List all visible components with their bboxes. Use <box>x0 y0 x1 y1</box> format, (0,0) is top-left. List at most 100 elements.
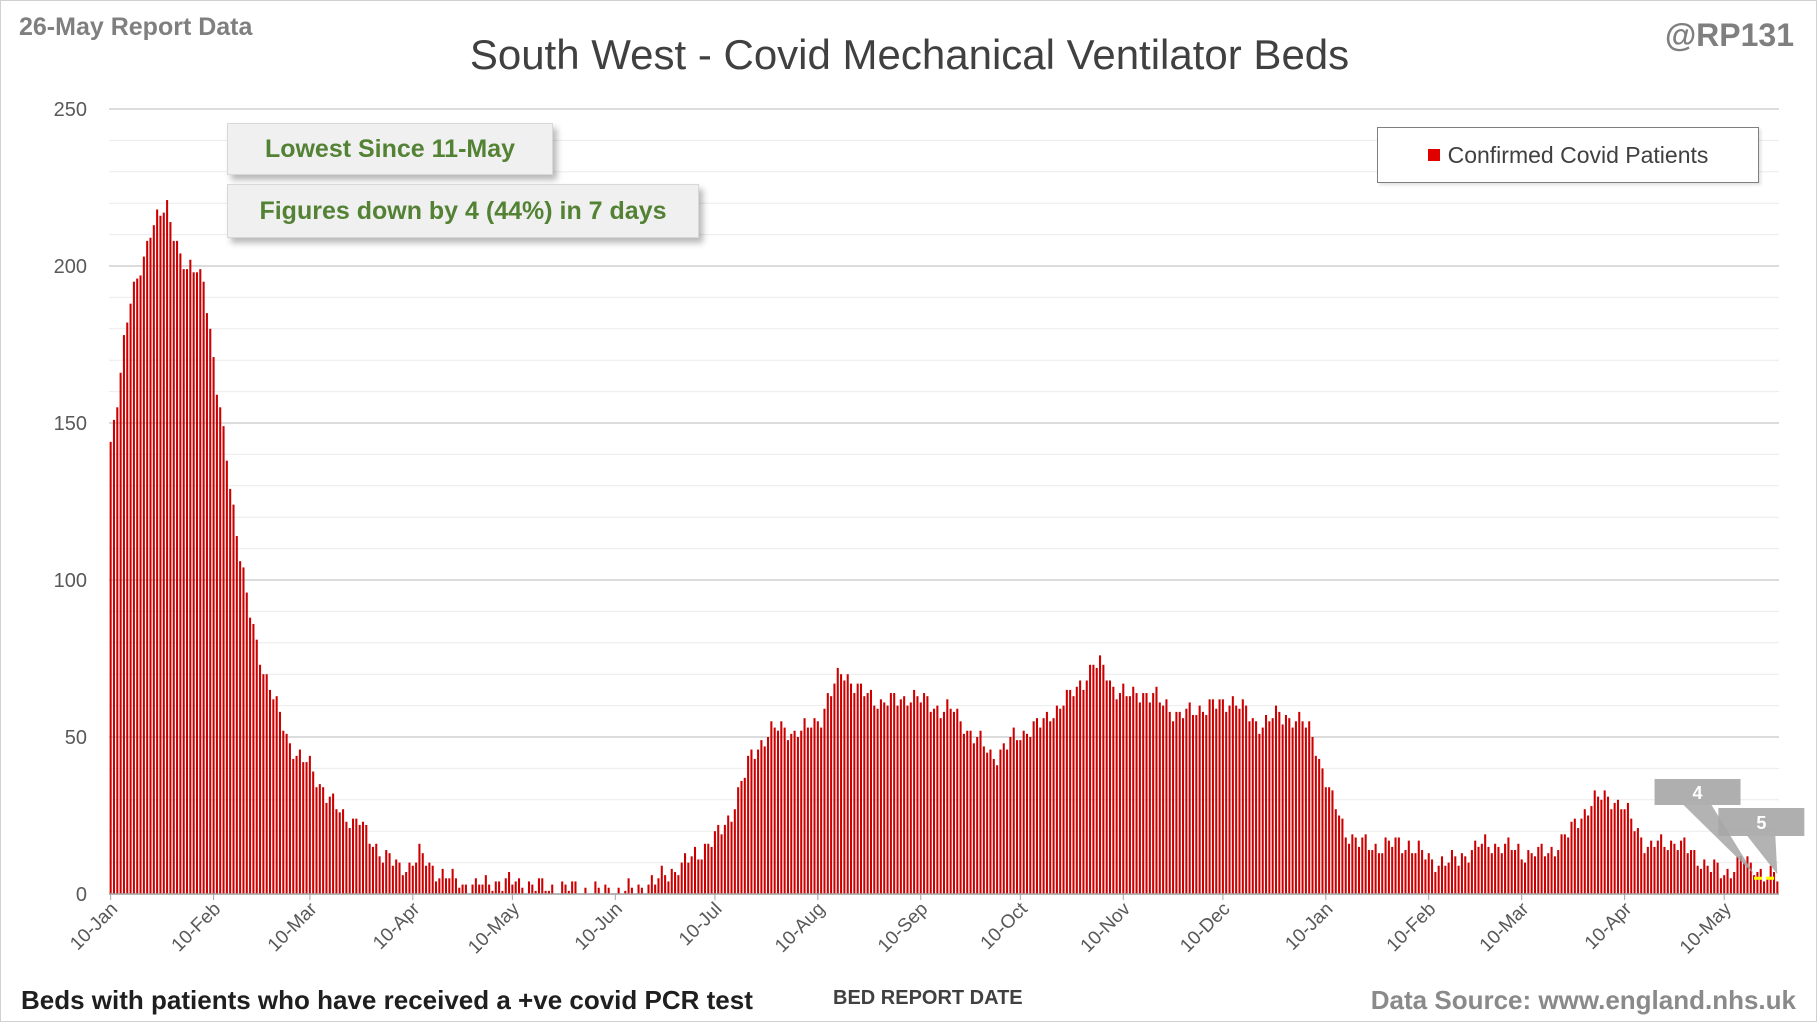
bar <box>697 859 700 894</box>
bar <box>667 881 670 894</box>
x-tick-label: 10-Jan <box>66 899 122 955</box>
bar <box>551 884 554 894</box>
bar <box>1152 693 1155 894</box>
bar <box>840 674 843 894</box>
bar <box>1261 727 1264 894</box>
bar <box>1228 705 1231 894</box>
bar <box>199 269 202 894</box>
bar <box>1520 859 1523 894</box>
bar <box>1713 859 1716 894</box>
bar <box>1480 843 1483 894</box>
bar <box>142 256 145 894</box>
bar <box>1397 837 1400 894</box>
y-tick-label: 50 <box>65 727 87 749</box>
bar <box>1497 846 1500 894</box>
bar <box>903 696 906 894</box>
bar <box>501 890 504 894</box>
bar <box>1776 881 1779 894</box>
bar <box>1633 831 1636 894</box>
bar <box>1334 809 1337 894</box>
bars <box>109 200 1779 895</box>
bar <box>660 865 663 894</box>
bar <box>441 868 444 894</box>
bar <box>1235 705 1238 894</box>
bar <box>1288 718 1291 894</box>
bar <box>1686 853 1689 894</box>
bar <box>1331 790 1334 894</box>
bar <box>1470 850 1473 894</box>
bar <box>1348 843 1351 894</box>
y-tick-label: 200 <box>54 256 87 278</box>
bar <box>219 407 222 894</box>
x-tick-label: 10-Nov <box>1077 898 1136 957</box>
bar <box>1265 715 1268 894</box>
bar <box>561 881 564 894</box>
bar <box>952 711 955 894</box>
bar <box>1298 711 1301 894</box>
bar <box>345 821 348 894</box>
bar <box>464 884 467 894</box>
bar <box>743 777 746 894</box>
bar <box>348 828 351 894</box>
y-axis-ticks: 0 50 100 150 200 250 <box>54 99 87 906</box>
bar <box>1434 872 1437 894</box>
bar <box>1431 859 1434 894</box>
bar <box>916 696 919 894</box>
bar <box>1600 799 1603 894</box>
bar <box>820 727 823 894</box>
x-tick-label: 10-Sep <box>874 899 932 957</box>
bar <box>1384 837 1387 894</box>
bar <box>640 887 643 894</box>
bar <box>982 746 985 894</box>
bar <box>949 708 952 894</box>
bar <box>408 862 411 894</box>
bar <box>245 592 248 894</box>
bar <box>1391 846 1394 894</box>
bar <box>796 737 799 894</box>
bar <box>122 335 125 895</box>
bar <box>1338 815 1341 894</box>
bar <box>1404 850 1407 894</box>
bar <box>584 887 587 894</box>
bar <box>1221 699 1224 894</box>
bar <box>1095 667 1098 894</box>
bar <box>687 862 690 894</box>
x-tick-label: 10-Apr <box>369 898 425 954</box>
bar <box>285 733 288 894</box>
bar <box>1019 740 1022 894</box>
chart-title: South West - Covid Mechanical Ventilator… <box>469 31 1350 78</box>
bar <box>1696 865 1699 894</box>
bar <box>1504 843 1507 894</box>
bar <box>179 253 182 894</box>
bar <box>514 881 517 894</box>
bar <box>1716 862 1719 894</box>
bar <box>710 846 713 894</box>
bar <box>1284 715 1287 894</box>
bar <box>1450 850 1454 894</box>
bar <box>813 718 816 894</box>
bar <box>498 881 501 894</box>
bar <box>594 881 597 894</box>
bar <box>1125 696 1128 894</box>
bar <box>1032 721 1035 894</box>
bar <box>375 843 378 894</box>
bar <box>1437 865 1440 894</box>
bar <box>202 281 205 894</box>
x-tick-label: 10-May <box>1676 898 1736 958</box>
y-tick-label: 250 <box>54 99 87 121</box>
bar <box>222 426 225 894</box>
bar <box>1567 837 1570 894</box>
bar <box>760 740 763 894</box>
bar <box>1344 837 1347 894</box>
bar <box>966 730 969 894</box>
bar <box>843 680 846 894</box>
bar <box>1301 721 1304 894</box>
bar <box>1172 721 1175 894</box>
bar <box>1673 843 1676 894</box>
bar <box>1102 664 1105 894</box>
value-label-pointer <box>1683 805 1755 875</box>
bar <box>255 639 258 894</box>
bar <box>1361 837 1364 894</box>
bar <box>1062 705 1065 894</box>
